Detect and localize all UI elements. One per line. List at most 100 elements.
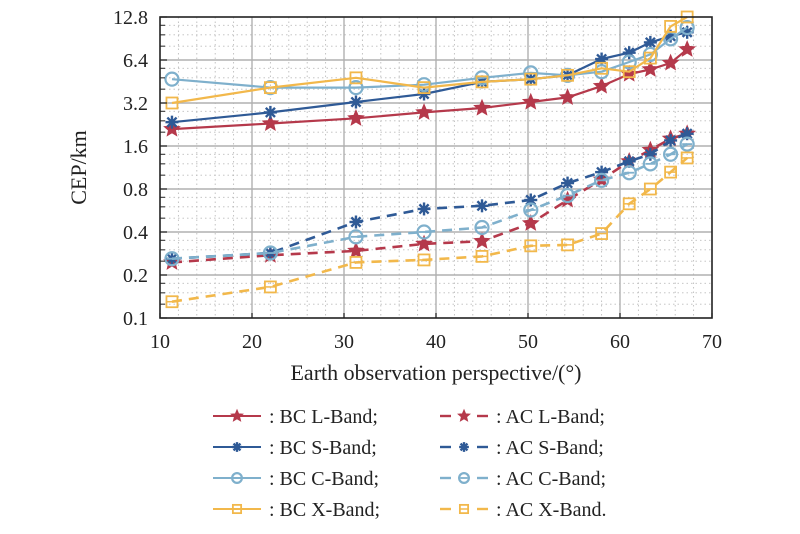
marker-square bbox=[263, 280, 277, 294]
marker-star bbox=[415, 103, 433, 120]
marker-asterisk bbox=[459, 442, 469, 452]
marker-square bbox=[595, 227, 608, 240]
marker-square bbox=[664, 165, 677, 179]
marker-star bbox=[457, 408, 471, 422]
marker-circle bbox=[642, 156, 658, 172]
marker-circle-ring bbox=[662, 146, 679, 162]
marker-square bbox=[561, 68, 574, 82]
marker-circle-ring bbox=[231, 472, 243, 484]
legend-item: : AC C-Band; bbox=[440, 468, 606, 490]
marker-star bbox=[415, 234, 433, 252]
y-tick-label: 0.2 bbox=[123, 265, 148, 287]
y-axis-title: CEP/km bbox=[66, 130, 91, 205]
marker-square-box bbox=[643, 51, 657, 65]
marker-star bbox=[473, 98, 491, 116]
marker-circle-ring bbox=[642, 46, 658, 63]
marker-circle bbox=[621, 54, 637, 70]
marker-square-box bbox=[349, 71, 363, 85]
marker-asterisk-core bbox=[626, 158, 633, 165]
series-line bbox=[171, 31, 688, 124]
marker-circle bbox=[416, 77, 432, 93]
marker-circle-ring bbox=[262, 245, 278, 261]
marker-square-box bbox=[595, 61, 608, 75]
marker-circle-ring bbox=[416, 224, 432, 240]
marker-circle bbox=[679, 19, 695, 36]
marker-star bbox=[641, 60, 660, 77]
marker-circle-ring bbox=[593, 64, 610, 80]
marker-circle bbox=[474, 219, 490, 236]
marker-square bbox=[417, 253, 431, 267]
legend-label: : BC X-Band; bbox=[269, 499, 380, 521]
marker-square bbox=[458, 503, 470, 515]
legend-item: : BC L-Band; bbox=[213, 406, 378, 428]
marker-star bbox=[347, 241, 365, 259]
marker-circle bbox=[348, 80, 364, 96]
series-ac-x-band bbox=[165, 151, 694, 309]
marker-circle-ring bbox=[621, 165, 637, 181]
marker-circle bbox=[679, 136, 695, 152]
x-tick-label: 30 bbox=[334, 331, 354, 353]
marker-square-box bbox=[622, 65, 636, 79]
axis-ticks bbox=[159, 16, 713, 319]
marker-asterisk-core bbox=[598, 56, 605, 63]
marker-circle-ring bbox=[559, 187, 576, 204]
marker-asterisk bbox=[664, 133, 678, 147]
y-tick-label: 0.1 bbox=[123, 308, 148, 330]
marker-circle bbox=[621, 165, 637, 181]
marker-circle-ring bbox=[474, 219, 490, 236]
legend-label: : AC C-Band; bbox=[496, 468, 606, 490]
marker-square bbox=[643, 182, 657, 196]
marker-asterisk-core bbox=[421, 205, 428, 212]
marker-square bbox=[475, 75, 489, 89]
legend-item: : BC X-Band; bbox=[213, 499, 380, 521]
marker-circle-ring bbox=[474, 70, 490, 86]
marker-circle-ring bbox=[416, 77, 432, 93]
marker-circle-ring bbox=[523, 202, 539, 218]
legend-label: : BC C-Band; bbox=[269, 468, 379, 490]
marker-star bbox=[678, 40, 697, 57]
marker-circle-ring bbox=[348, 80, 364, 96]
marker-circle-ring bbox=[621, 54, 637, 70]
marker-circle-ring bbox=[164, 251, 180, 267]
marker-square bbox=[643, 51, 657, 65]
marker-circle bbox=[474, 70, 490, 86]
marker-asterisk-core bbox=[479, 202, 485, 209]
legend-item: : AC S-Band; bbox=[440, 437, 604, 459]
marker-star bbox=[230, 408, 244, 422]
marker-asterisk-core bbox=[168, 119, 175, 126]
marker-square bbox=[622, 65, 636, 79]
marker-star bbox=[347, 109, 365, 126]
marker-star bbox=[592, 76, 611, 94]
x-tick-label: 50 bbox=[518, 331, 538, 353]
legend-item: : BC S-Band; bbox=[213, 437, 377, 459]
marker-star bbox=[473, 231, 491, 249]
marker-circle bbox=[164, 71, 180, 87]
series-bc-s-band bbox=[165, 25, 694, 129]
marker-asterisk-core bbox=[564, 180, 571, 187]
legend-label: : BC L-Band; bbox=[269, 406, 378, 428]
marker-circle-ring bbox=[593, 172, 610, 188]
marker-circle-ring bbox=[679, 136, 695, 152]
x-tick-label: 40 bbox=[426, 331, 446, 353]
marker-square-box bbox=[664, 20, 677, 33]
marker-asterisk bbox=[232, 442, 242, 452]
marker-square-box bbox=[524, 72, 538, 86]
x-axis-title: Earth observation perspective/(°) bbox=[290, 360, 581, 385]
marker-square-box bbox=[263, 81, 277, 95]
marker-circle bbox=[559, 187, 576, 204]
x-tick-label: 10 bbox=[150, 331, 170, 353]
marker-asterisk bbox=[165, 115, 179, 129]
x-tick-label: 70 bbox=[702, 331, 722, 353]
series-line bbox=[171, 156, 689, 303]
marker-square bbox=[524, 72, 538, 86]
y-tick-label: 0.4 bbox=[123, 222, 148, 244]
marker-asterisk bbox=[349, 95, 363, 109]
x-tick-label: 60 bbox=[610, 331, 630, 353]
marker-square-box bbox=[231, 503, 243, 515]
marker-square bbox=[475, 249, 489, 263]
marker-square bbox=[165, 295, 179, 309]
marker-circle-ring bbox=[679, 19, 695, 36]
legend-label: : AC X-Band. bbox=[496, 499, 607, 521]
marker-star bbox=[661, 53, 680, 71]
